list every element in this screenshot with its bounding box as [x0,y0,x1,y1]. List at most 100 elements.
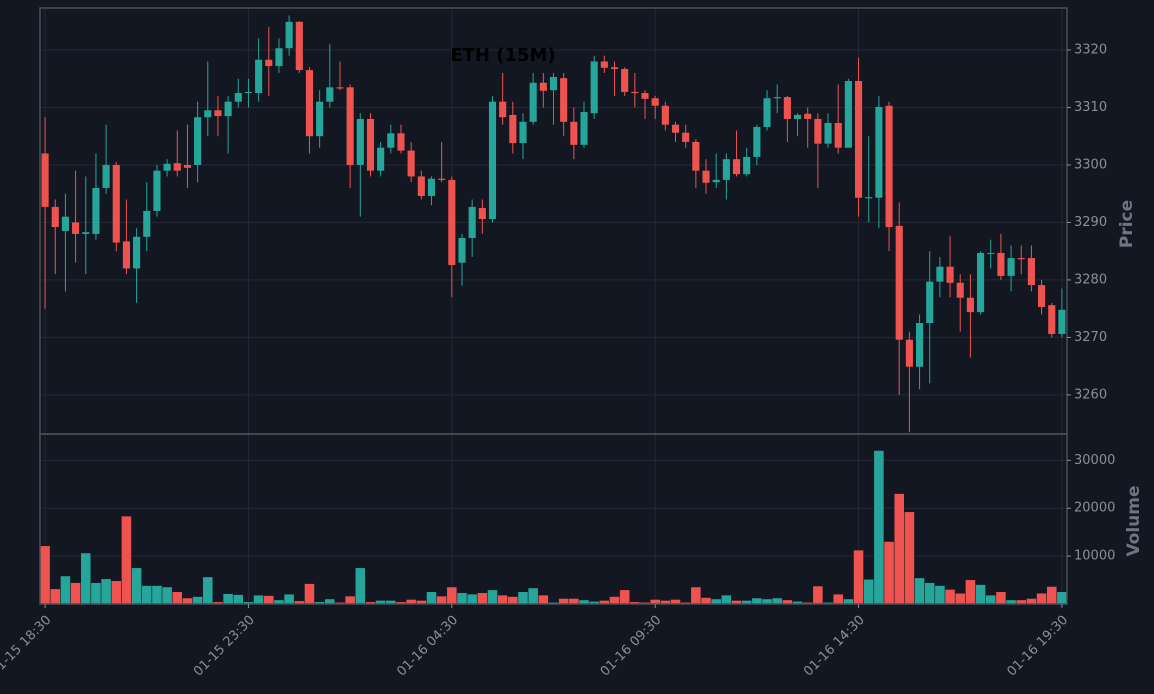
candle-body [102,164,110,188]
volume-bar [863,579,874,604]
volume-bar [355,568,366,604]
candle-body [773,97,781,99]
volume-bar [914,578,925,604]
candle-body [224,101,232,117]
candle-body [702,170,710,183]
candle-body [438,178,446,180]
volume-bar [60,576,71,604]
volume-bar [121,516,132,604]
candle-body [427,178,436,196]
volume-bar [660,600,671,604]
candle-body [987,252,995,254]
volume-bar [274,600,284,604]
candle-body [905,339,913,367]
candle-body [885,105,893,228]
volume-bar [996,592,1006,604]
candle-body [956,282,964,298]
candle-body [275,48,283,67]
volume-bar [1036,593,1047,604]
candle-body [122,241,130,269]
candle-body [793,114,802,119]
volume-bar [518,592,528,604]
candle-body [244,91,253,94]
volume-bar [1026,598,1037,604]
volume-bar [141,585,152,604]
candle-body [72,222,80,234]
candle-body [295,21,303,71]
candle-body [519,121,527,144]
candle-body [732,159,741,175]
candle-body [448,179,456,265]
candle-body [946,266,954,283]
volume-bar [538,595,549,604]
volume-bar [264,595,274,604]
volume-bar [731,600,742,604]
candle-body [844,81,852,148]
candle-body [610,67,619,69]
candle-body [712,179,720,183]
volume-bar [50,589,61,604]
candle-body [417,176,425,196]
volume-bar [670,599,681,604]
candle-body [234,93,242,102]
volume-bar [91,582,101,604]
volume-bar [609,596,620,604]
candle-body [580,112,588,145]
candle-body [804,113,812,119]
volume-bar [589,601,599,604]
candle-body [560,78,568,122]
candle-body [112,164,120,243]
y-tick-label: 30000 [1074,453,1115,468]
volume-bar [904,512,915,604]
volume-bar [386,600,396,604]
volume-bar [945,589,955,604]
chart-title: ETH (15M) [450,45,555,66]
candle-body [326,87,334,102]
volume-bar [416,600,427,604]
volume-bar [202,577,213,604]
candle-body [143,210,151,237]
volume-bar [528,588,538,604]
volume-bar [853,550,864,604]
candle-body [621,68,629,92]
candle-body [397,133,405,151]
volume-bar [1016,600,1027,604]
volume-bar [40,546,50,604]
volume-bar [223,593,233,604]
candle-body [814,118,822,144]
candle-body [133,236,141,269]
y-tick-label: 3290 [1074,215,1107,230]
candle-body [458,237,466,263]
candle-body [407,150,415,177]
candle-body [478,208,486,219]
candle-body [377,147,385,171]
volume-bar [447,587,457,604]
candle-body [366,118,375,171]
candle-body [82,232,90,234]
candle-body [41,153,49,207]
candle-body [916,323,924,367]
volume-bar [80,553,91,604]
volume-bar [965,580,976,604]
candle-body [387,133,395,148]
volume-bar [243,602,254,604]
candle-body [600,61,608,68]
volume-bar [711,599,721,604]
volume-bar [457,592,467,604]
volume-bar [325,599,335,604]
volume-bar [70,582,81,604]
volume-bar [487,590,498,604]
volume-bar [569,598,579,604]
candle-body [316,101,324,137]
volume-bar [406,599,416,604]
y-tick-label: 3270 [1074,330,1107,345]
candle-body [92,187,100,234]
candle-body [661,105,669,125]
candle-body [499,101,507,118]
candle-body [1007,258,1015,276]
candle-body [570,121,578,145]
candle-body [529,82,537,122]
candle-body [936,266,944,282]
volume-bar [1006,600,1016,604]
